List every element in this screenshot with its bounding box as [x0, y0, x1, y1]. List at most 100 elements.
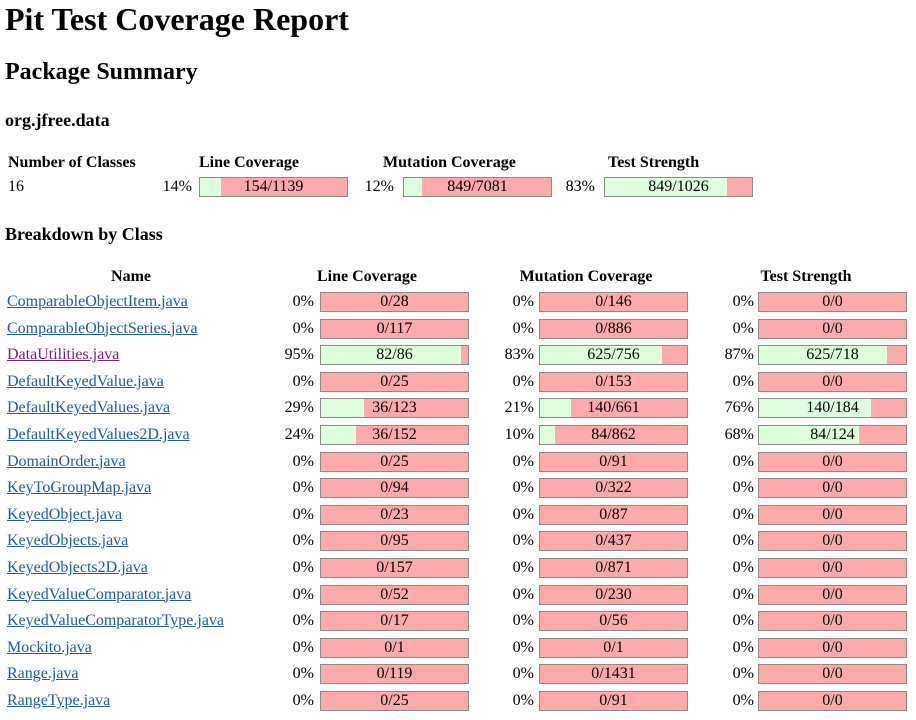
class-link[interactable]: KeyedObjects.java — [7, 532, 129, 550]
line-coverage-bar: 0/1 — [320, 637, 469, 658]
strength-ratio: 0/0 — [822, 638, 843, 656]
strength-coverage-bar: 0/0 — [758, 664, 907, 685]
mutation-ratio: 0/91 — [599, 692, 628, 709]
table-row: DataUtilities.java 95% 82/86 83% 625/756 87% 6… — [0, 343, 916, 369]
class-link[interactable]: Mockito.java — [7, 638, 92, 656]
mutation-percent: 0% — [512, 372, 534, 390]
table-row: Range.java 0% 0/119 0% 0/1431 0% 0/0 — [0, 662, 916, 688]
strength-percent: 0% — [732, 452, 754, 470]
strength-coverage-bar: 0/0 — [758, 371, 907, 392]
strength-coverage-bar: 0/0 — [758, 558, 907, 578]
summary-classes-count: 16 — [8, 178, 24, 195]
mutation-coverage-bar: 0/322 — [539, 478, 688, 499]
mutation-ratio: 625/756 — [587, 346, 640, 364]
strength-percent: 0% — [732, 372, 754, 390]
strength-coverage-bar: 0/0 — [758, 478, 907, 499]
strength-ratio: 0/0 — [822, 505, 843, 523]
line-ratio: 0/23 — [380, 505, 409, 523]
summary-line-percent: 14% — [162, 178, 192, 195]
table-row: ComparableObjectItem.java 0% 0/28 0% 0/146 0%… — [0, 290, 916, 316]
summary-mutation-bar-fill — [404, 178, 422, 196]
line-ratio: 0/157 — [376, 559, 413, 576]
strength-percent: 0% — [732, 293, 754, 310]
class-link[interactable]: DefaultKeyedValue.java — [7, 372, 164, 390]
class-link[interactable]: KeyToGroupMap.java — [7, 479, 152, 497]
summary-mutation-bar: 849/7081 — [403, 177, 552, 197]
strength-ratio: 625/718 — [806, 346, 859, 364]
mutation-ratio: 84/862 — [591, 426, 636, 443]
mutation-coverage-bar: 0/1431 — [539, 664, 688, 685]
line-coverage-bar-fill — [321, 399, 364, 418]
line-percent: 0% — [292, 452, 314, 470]
summary-strength-bar-fill — [605, 178, 727, 196]
strength-percent: 0% — [732, 692, 754, 709]
line-percent: 0% — [292, 532, 314, 550]
line-percent: 0% — [292, 585, 314, 603]
strength-ratio: 0/0 — [822, 372, 843, 390]
mutation-coverage-bar-fill — [540, 426, 555, 444]
strength-coverage-bar: 0/0 — [758, 318, 907, 339]
strength-ratio: 84/124 — [810, 426, 855, 443]
strength-percent: 0% — [732, 638, 754, 656]
line-coverage-bar: 0/17 — [320, 611, 469, 632]
mutation-percent: 0% — [512, 319, 534, 337]
strength-ratio: 140/184 — [806, 399, 859, 417]
mutation-ratio: 0/1 — [603, 638, 624, 656]
package-summary-heading: Package Summary — [5, 59, 198, 85]
summary-mutation-ratio: 849/7081 — [447, 178, 508, 195]
class-link[interactable]: KeyedObject.java — [7, 505, 123, 523]
line-coverage-bar: 0/94 — [320, 478, 469, 499]
line-coverage-bar: 36/123 — [320, 398, 469, 419]
mutation-percent: 0% — [512, 293, 534, 310]
summary-header-line: Line Coverage — [199, 154, 299, 171]
table-row: Mockito.java 0% 0/1 0% 0/1 0% 0/0 — [0, 636, 916, 662]
mutation-ratio: 0/437 — [595, 532, 632, 550]
mutation-percent: 0% — [512, 532, 534, 550]
mutation-coverage-bar: 0/146 — [539, 292, 688, 312]
strength-coverage-bar: 0/0 — [758, 584, 907, 605]
class-link[interactable]: DomainOrder.java — [7, 452, 126, 470]
summary-header-classes: Number of Classes — [8, 154, 136, 171]
class-link[interactable]: DefaultKeyedValues.java — [7, 399, 171, 417]
class-link[interactable]: ComparableObjectSeries.java — [7, 319, 198, 337]
class-link[interactable]: KeyedValueComparatorType.java — [7, 612, 225, 630]
mutation-coverage-bar: 0/230 — [539, 584, 688, 605]
class-link[interactable]: DataUtilities.java — [7, 346, 120, 364]
class-link[interactable]: Range.java — [7, 665, 79, 683]
line-ratio: 0/1 — [384, 638, 405, 656]
class-link[interactable]: ComparableObjectItem.java — [7, 293, 188, 310]
strength-coverage-bar: 84/124 — [758, 425, 907, 445]
mutation-coverage-bar: 84/862 — [539, 425, 688, 445]
line-ratio: 0/95 — [380, 532, 409, 550]
line-ratio: 0/28 — [380, 293, 409, 310]
strength-coverage-bar: 0/0 — [758, 292, 907, 312]
strength-ratio: 0/0 — [822, 612, 843, 630]
strength-coverage-bar: 0/0 — [758, 611, 907, 632]
mutation-coverage-bar: 0/871 — [539, 558, 688, 578]
strength-ratio: 0/0 — [822, 452, 843, 470]
line-percent: 0% — [292, 638, 314, 656]
strength-coverage-bar: 0/0 — [758, 504, 907, 525]
table-row: DefaultKeyedValues2D.java 24% 36/152 10% 84/… — [0, 423, 916, 449]
column-header-mutation: Mutation Coverage — [519, 268, 653, 285]
strength-coverage-bar: 0/0 — [758, 691, 907, 711]
table-row: KeyedObjects2D.java 0% 0/157 0% 0/871 0% 0/0 — [0, 556, 916, 582]
line-coverage-bar-fill — [321, 346, 461, 365]
strength-coverage-bar: 140/184 — [758, 398, 907, 419]
table-row: KeyedObject.java 0% 0/23 0% 0/87 0% 0/0 — [0, 503, 916, 529]
table-row: DefaultKeyedValue.java 0% 0/25 0% 0/153 0% 0/0 — [0, 370, 916, 396]
mutation-percent: 21% — [504, 399, 534, 417]
class-link[interactable]: KeyedValueComparator.java — [7, 585, 192, 603]
mutation-ratio: 0/322 — [595, 479, 632, 497]
mutation-coverage-bar: 0/56 — [539, 611, 688, 632]
mutation-percent: 0% — [512, 505, 534, 523]
mutation-percent: 0% — [512, 692, 534, 709]
class-link[interactable]: RangeType.java — [7, 692, 111, 709]
class-link[interactable]: DefaultKeyedValues2D.java — [7, 426, 190, 443]
mutation-coverage-bar: 0/437 — [539, 531, 688, 552]
summary-strength-ratio: 849/1026 — [648, 178, 709, 195]
class-link[interactable]: KeyedObjects2D.java — [7, 559, 148, 576]
mutation-ratio: 0/886 — [595, 319, 632, 337]
line-ratio: 0/119 — [376, 665, 413, 683]
mutation-ratio: 0/1431 — [591, 665, 636, 683]
